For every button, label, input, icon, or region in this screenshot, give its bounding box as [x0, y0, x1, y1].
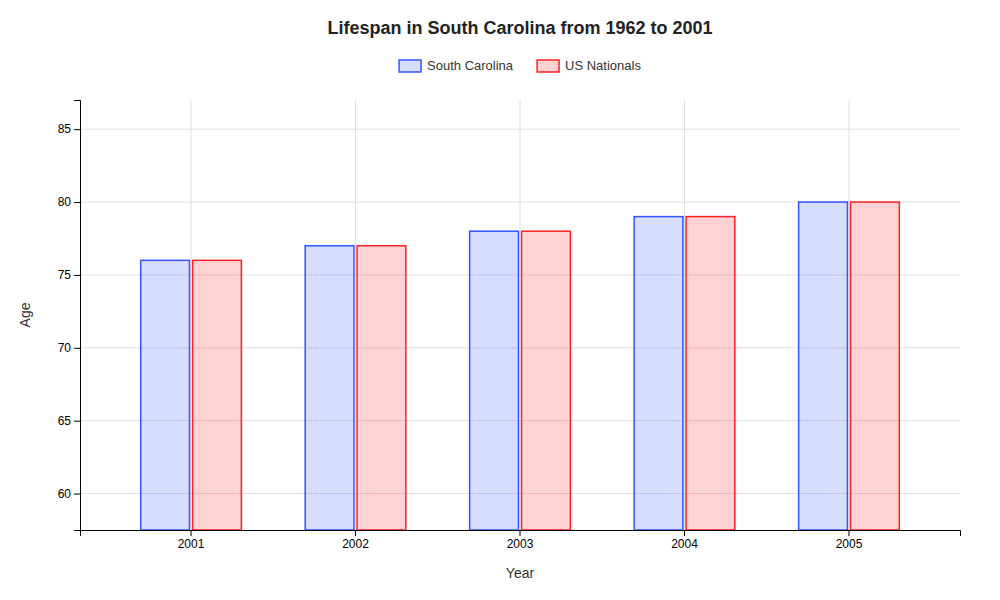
tick-label: 2001: [178, 537, 205, 551]
legend-item: US Nationals: [537, 58, 641, 73]
tick-mark: [74, 421, 80, 422]
title: Lifespan in South Carolina from 1962 to …: [327, 18, 712, 38]
tick-mark: [355, 530, 356, 536]
tick-mark: [74, 348, 80, 349]
grid-line: [355, 100, 356, 530]
plot: 2001 2002 2003 2004 2005 60 65 70 75 80 85: [58, 100, 961, 551]
bar: [522, 231, 571, 530]
tick-label: 75: [58, 268, 72, 282]
tick-mark: [74, 129, 80, 130]
bar: [851, 202, 900, 530]
y-axis-title: Age: [17, 302, 33, 327]
grid-line: [520, 100, 521, 530]
x-axis-title: Year: [506, 565, 535, 581]
tick-mark: [74, 202, 80, 203]
tick-mark: [520, 530, 521, 536]
bar: [799, 202, 848, 530]
grid: [80, 100, 960, 530]
tick-label: 2003: [507, 537, 534, 551]
series: [193, 202, 900, 530]
bar: [305, 246, 354, 530]
tick: 2003: [507, 530, 534, 551]
tick-mark: [684, 530, 685, 536]
tick-label: 80: [58, 195, 72, 209]
tick-label: 2005: [836, 537, 863, 551]
legend-item: South Carolina: [399, 58, 514, 73]
tick-label: 65: [58, 414, 72, 428]
grid-line: [848, 100, 849, 530]
tick-label: 2002: [342, 537, 369, 551]
bar: [141, 260, 190, 530]
chart: 2001 2002 2003 2004 2005 60 65 70 75 80 85 Year Age L…: [0, 0, 1000, 600]
axis-line: [74, 101, 81, 531]
tick-mark: [74, 494, 80, 495]
tick: 2002: [342, 530, 369, 551]
bar: [470, 231, 519, 530]
bar: [634, 217, 683, 530]
legend-label: South Carolina: [427, 58, 514, 73]
tick-mark: [191, 530, 192, 536]
tick: 70: [58, 341, 80, 355]
tick-mark: [74, 275, 80, 276]
tick: 80: [58, 195, 80, 209]
legend-label: US Nationals: [565, 58, 641, 73]
series: [141, 202, 848, 530]
legend: South Carolina US Nationals: [399, 58, 641, 73]
legend-swatch: [399, 60, 421, 72]
tick-label: 70: [58, 341, 72, 355]
tick-mark: [848, 530, 849, 536]
x-axis: 2001 2002 2003 2004 2005: [81, 530, 961, 551]
bar: [357, 246, 406, 530]
tick-label: 85: [58, 122, 72, 136]
tick: 65: [58, 414, 80, 428]
bar: [686, 217, 735, 530]
tick: 75: [58, 268, 80, 282]
grid-line: [191, 100, 192, 530]
bars: [141, 202, 900, 530]
tick: 2001: [178, 530, 205, 551]
y-axis: 60 65 70 75 80 85: [58, 101, 81, 531]
tick: 2005: [836, 530, 863, 551]
bar: [193, 260, 242, 530]
tick: 85: [58, 122, 80, 136]
tick: 60: [58, 487, 80, 501]
tick-label: 60: [58, 487, 72, 501]
axis-line: [81, 531, 961, 537]
tick-label: 2004: [671, 537, 698, 551]
legend-swatch: [537, 60, 559, 72]
grid-line: [684, 100, 685, 530]
tick: 2004: [671, 530, 698, 551]
